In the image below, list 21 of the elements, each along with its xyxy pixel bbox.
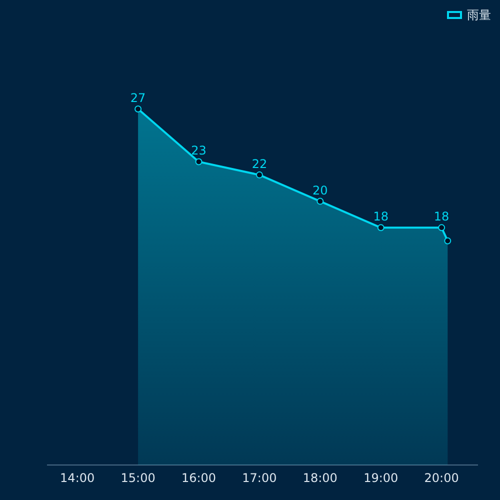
point <box>377 224 384 232</box>
data-label: 27 <box>130 91 146 105</box>
data-label: 20 <box>312 183 328 198</box>
x-tick-label: 14:00 <box>60 471 95 485</box>
data-label: 18 <box>373 210 389 224</box>
x-tick-label: 20:00 <box>424 471 459 485</box>
x-tick-label: 15:00 <box>120 471 156 485</box>
x-tick-label: 19:00 <box>364 471 398 485</box>
data-label: 23 <box>191 144 206 158</box>
data-label: 18 <box>434 210 450 224</box>
point <box>438 224 446 232</box>
x-tick-label: 17:00 <box>242 471 277 485</box>
point <box>256 171 263 178</box>
point <box>134 106 142 112</box>
x-tick-label: 18:00 <box>302 471 338 485</box>
point <box>195 158 202 166</box>
point <box>316 198 324 205</box>
legend-label: 雨量 <box>467 8 491 22</box>
point <box>444 237 452 244</box>
x-tick-label: 16:00 <box>181 471 216 485</box>
data-label: 22 <box>252 156 268 171</box>
